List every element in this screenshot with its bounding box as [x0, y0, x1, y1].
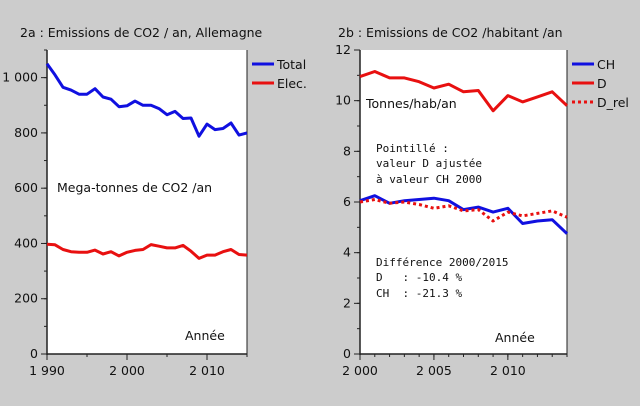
y-tick-label: 8 [343, 143, 351, 158]
chart-title: 2b : Emissions de CO2 /habitant /an [338, 25, 563, 40]
series-line-elec- [46, 242, 248, 260]
y-tick-label: 200 [14, 291, 38, 306]
series-line-d-rel [359, 198, 568, 223]
x-tick-label: 2 005 [416, 363, 452, 378]
y-tick-label: 0 [30, 346, 38, 361]
legend-label: D_rel [597, 95, 629, 110]
y-tick-label: 600 [14, 180, 38, 195]
x-tick-label: 2 010 [189, 363, 225, 378]
y-tick-label: 1 000 [2, 70, 38, 85]
y-tick-label: 400 [14, 235, 38, 250]
x-tick-label: 2 000 [342, 363, 378, 378]
legend-label: Elec. [277, 76, 307, 91]
y-tick-label: 4 [343, 245, 351, 260]
series-line-total [45, 62, 248, 138]
y-tick-label: 10 [335, 93, 351, 108]
annotation-text: Pointillé : [376, 142, 449, 155]
x-tick-label: 2 000 [109, 363, 145, 378]
x-tick-label: 2 010 [490, 363, 526, 378]
x-tick-label: 1 990 [29, 363, 65, 378]
y-tick-label: 12 [335, 42, 351, 57]
annotation-text: valeur D ajustée [376, 157, 482, 170]
annotation-text: à valeur CH 2000 [376, 173, 482, 186]
plot-area [47, 50, 247, 354]
annotation-text: Différence 2000/2015 [376, 256, 508, 269]
y-axis-label: Mega-tonnes de CO2 /an [57, 180, 212, 195]
chart-2b: 2b : Emissions de CO2 /habitant /an 0 2 4 6 8… [335, 25, 629, 378]
x-axis-label: Année [185, 328, 225, 343]
annotation-text: CH : -21.3 % [376, 287, 462, 300]
y-tick-label: 0 [343, 346, 351, 361]
y-tick-label: 6 [343, 194, 351, 209]
x-axis-label: Année [495, 330, 535, 345]
y-tick-label: 800 [14, 125, 38, 140]
annotation-text: D : -10.4 % [376, 271, 462, 284]
legend-label: D [597, 76, 607, 91]
chart-2a: 2a : Emissions de CO2 / an, Allemagne 0 20… [2, 25, 307, 378]
legend-label: Total [276, 57, 306, 72]
chart-title: 2a : Emissions de CO2 / an, Allemagne [20, 25, 263, 40]
legend-label: CH [597, 57, 615, 72]
y-axis-label: Tonnes/hab/an [365, 96, 457, 111]
y-tick-label: 2 [343, 295, 351, 310]
